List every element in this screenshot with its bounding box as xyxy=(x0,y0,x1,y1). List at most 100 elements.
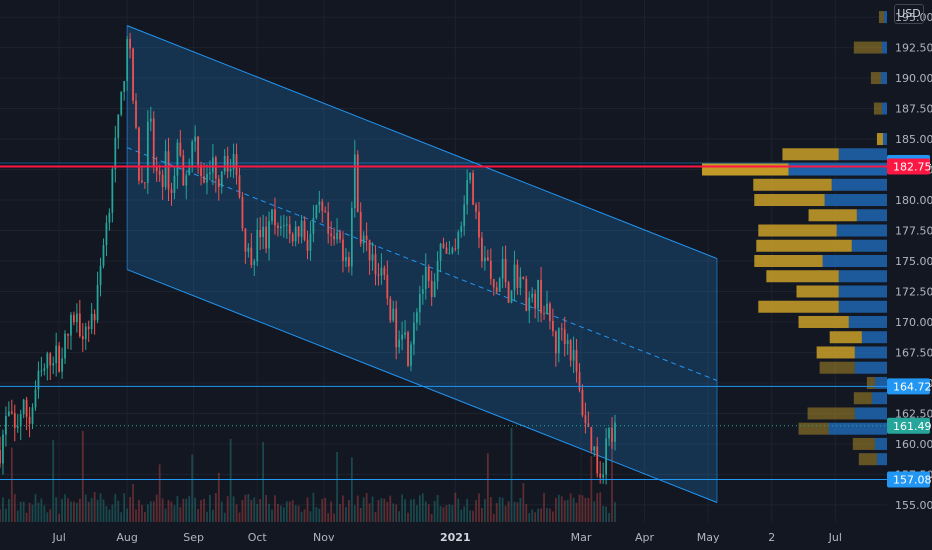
volume-bar xyxy=(365,493,368,522)
candles xyxy=(0,32,616,485)
volume-profile-down xyxy=(829,331,862,344)
volume-bar xyxy=(457,498,460,522)
volume-bar xyxy=(220,501,223,522)
candle-body xyxy=(279,226,282,229)
volume-bar xyxy=(114,493,117,522)
candle-body xyxy=(64,333,66,359)
volume-profile-down xyxy=(754,194,825,207)
volume-bar xyxy=(516,502,519,522)
volume-profile-down xyxy=(853,392,872,405)
volume-bar xyxy=(584,497,587,522)
candle-body xyxy=(143,182,146,184)
volume-bar xyxy=(454,492,457,522)
candle-body xyxy=(179,142,182,156)
volume-bar xyxy=(209,494,211,522)
volume-bar xyxy=(347,500,350,522)
volume-bar xyxy=(430,513,433,522)
candle-body xyxy=(439,243,442,262)
candle-body xyxy=(170,189,173,193)
volume-bar xyxy=(392,503,395,522)
price-tick-label: 185.00 xyxy=(895,133,932,146)
candle-body xyxy=(90,313,93,330)
volume-bar xyxy=(469,510,471,522)
volume-bar xyxy=(460,509,463,522)
volume-bar xyxy=(448,504,451,522)
candle-body xyxy=(398,339,401,348)
volume-bar xyxy=(401,494,403,522)
candle-body xyxy=(525,278,528,311)
candle-body xyxy=(593,446,596,451)
candle-body xyxy=(333,235,335,240)
candle-body xyxy=(365,235,368,241)
volume-profile-up xyxy=(861,331,887,344)
volume-bar xyxy=(149,501,152,522)
candle-body xyxy=(404,332,406,335)
volume-bar xyxy=(123,493,126,522)
candle-body xyxy=(457,231,460,249)
price-tick-label: 162.50 xyxy=(895,407,932,420)
price-tick-label: 190.00 xyxy=(895,72,932,85)
volume-bar xyxy=(451,505,454,522)
volume-bar xyxy=(587,497,590,522)
candle-body xyxy=(350,207,353,267)
candle-body xyxy=(359,212,362,244)
candle-body xyxy=(55,345,58,364)
volume-bar xyxy=(377,500,380,522)
time-axis[interactable]: Jul Aug Sep Oct Nov 2021 Mar Apr May 2 Jul xyxy=(0,522,932,550)
candle-body xyxy=(2,434,4,464)
volume-bar xyxy=(342,495,344,522)
volume-bar xyxy=(608,512,610,522)
price-axis[interactable]: 155.00157.50160.00162.50165.00167.50170.… xyxy=(887,0,932,550)
horizontal-lines[interactable] xyxy=(0,162,887,481)
candle-body xyxy=(584,415,587,424)
candle-body xyxy=(282,225,285,227)
price-tick-label: 192.50 xyxy=(895,42,932,55)
volume-bar xyxy=(262,441,265,522)
red-line-price-tag: 182.75 xyxy=(893,160,932,173)
volume-bar xyxy=(557,494,560,522)
time-tick-label: Jul xyxy=(51,531,65,544)
candle-body xyxy=(31,407,34,424)
volume-bar xyxy=(522,483,525,522)
candle-body xyxy=(135,100,137,128)
candle-body xyxy=(481,237,483,262)
candle-body xyxy=(265,226,267,249)
volume-bar xyxy=(75,503,78,522)
volume-profile-down xyxy=(782,148,839,161)
price-tick-label: 155.00 xyxy=(895,499,932,512)
candle-body xyxy=(102,245,105,266)
candle-body xyxy=(211,157,214,173)
candle-body xyxy=(469,172,471,181)
volume-profile-up xyxy=(854,407,887,420)
candle-body xyxy=(318,201,321,206)
volume-bar xyxy=(96,499,99,522)
volume-bar xyxy=(7,498,10,522)
volume-bar xyxy=(191,454,194,522)
volume-bar xyxy=(410,499,412,522)
volume-bar xyxy=(285,501,288,522)
volume-bar xyxy=(259,499,262,522)
candle-body xyxy=(164,151,167,187)
volume-bar xyxy=(229,438,232,522)
volume-bar xyxy=(569,493,572,522)
volume-bar xyxy=(173,505,176,522)
candle-body xyxy=(463,204,466,227)
candle-body xyxy=(460,226,463,232)
candle-body xyxy=(158,171,161,175)
volume-bar xyxy=(398,511,401,522)
channel-upper-line xyxy=(126,25,718,260)
volume-bar xyxy=(81,430,84,522)
candle-body xyxy=(291,233,294,242)
volume-bar xyxy=(386,501,389,522)
volume-bar xyxy=(478,493,480,522)
volume-profile xyxy=(702,11,887,466)
volume-bar xyxy=(380,498,383,522)
candle-body xyxy=(70,314,72,336)
candle-body xyxy=(120,91,123,115)
currency-button[interactable]: USD xyxy=(894,4,924,24)
volume-bar xyxy=(93,492,96,522)
volume-bar xyxy=(203,498,205,522)
